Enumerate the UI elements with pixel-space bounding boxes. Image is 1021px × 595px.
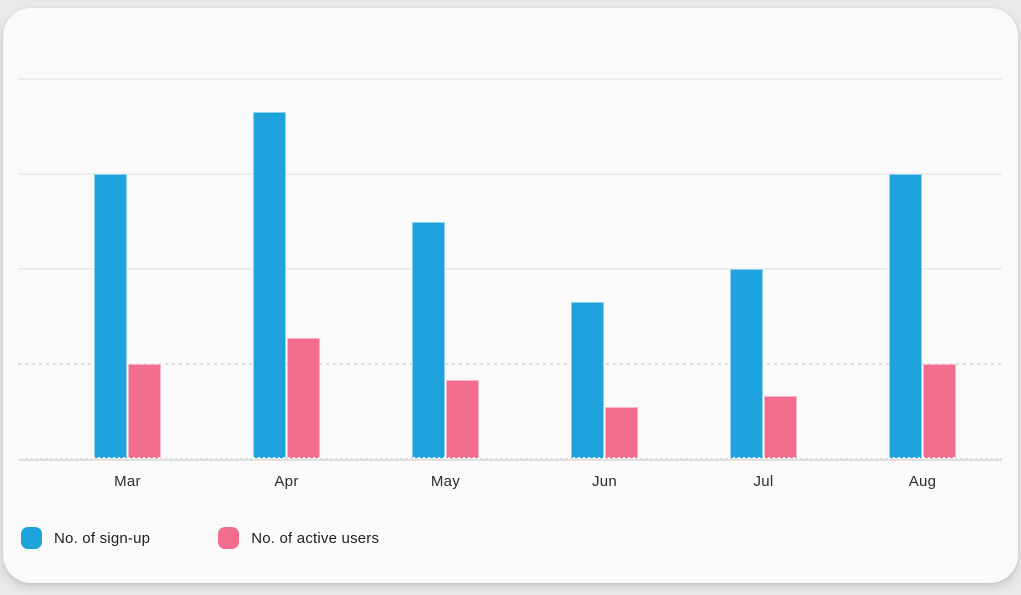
x-axis-label-jun: Jun	[591, 473, 618, 490]
chart-card: Mar Apr May Jun Jul Aug No. of sign-up No. of…	[3, 8, 1018, 583]
bar-apr-active-users[interactable]	[287, 338, 320, 459]
bar-mar-signups[interactable]	[94, 174, 127, 459]
plot-area	[18, 78, 1002, 461]
gridline-100	[18, 363, 1002, 365]
chart-legend: No. of sign-up No. of active users	[21, 527, 379, 549]
x-axis-label-jul: Jul	[753, 473, 774, 490]
bar-may-signups[interactable]	[412, 221, 445, 459]
bar-jun-signups[interactable]	[571, 302, 604, 459]
x-axis-line	[18, 458, 1002, 461]
legend-label-signups: No. of sign-up	[54, 529, 151, 547]
bar-apr-signups[interactable]	[253, 112, 286, 459]
legend-item-signups[interactable]: No. of sign-up	[21, 527, 150, 549]
x-axis-label-mar: Mar	[114, 473, 141, 490]
x-axis-label-apr: Apr	[274, 473, 299, 490]
bar-aug-signups[interactable]	[889, 174, 922, 459]
bar-groups	[18, 79, 1002, 459]
bar-group-mar	[48, 79, 207, 459]
bar-jul-active-users[interactable]	[764, 396, 797, 459]
bar-jul-signups[interactable]	[730, 269, 763, 459]
bar-mar-active-users[interactable]	[128, 364, 161, 459]
legend-label-active-users: No. of active users	[251, 529, 380, 547]
signup-legend-swatch	[21, 527, 42, 549]
gridline-200	[18, 268, 1002, 270]
active-users-legend-swatch	[218, 527, 240, 549]
x-axis-label-may: May	[430, 473, 461, 490]
bar-group-may	[366, 79, 525, 459]
bar-group-jun	[525, 79, 684, 459]
legend-item-active-users[interactable]: No. of active users	[218, 527, 379, 549]
x-axis-label-aug: Aug	[908, 473, 937, 490]
bar-group-apr	[207, 79, 366, 459]
bar-may-active-users[interactable]	[446, 380, 479, 459]
bar-group-jul	[684, 79, 843, 459]
gridline-300	[18, 173, 1002, 175]
gridline-400	[18, 78, 1002, 80]
bar-group-aug	[843, 79, 1002, 459]
baseline-dashed-overlay	[18, 457, 1002, 459]
x-axis-labels: Mar Apr May Jun Jul Aug	[18, 474, 1002, 490]
bar-jun-active-users[interactable]	[605, 406, 638, 459]
bar-aug-active-users[interactable]	[923, 364, 956, 459]
